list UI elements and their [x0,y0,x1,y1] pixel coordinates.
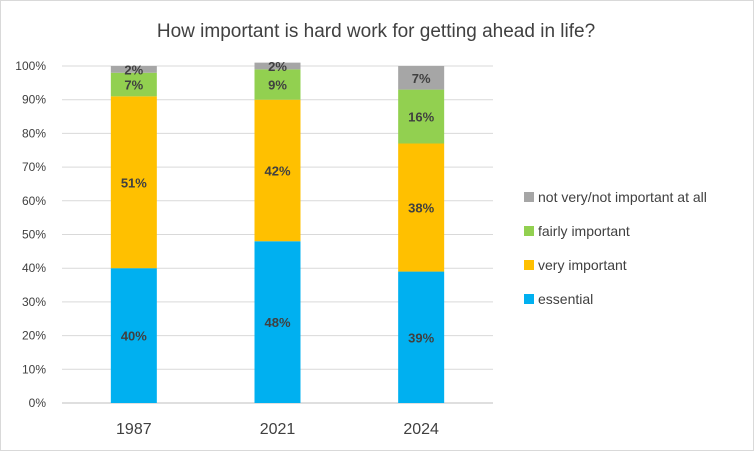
data-label: 42% [264,163,290,178]
bar-segment [110,96,157,269]
y-tick-label: 70% [22,160,46,174]
data-label: 16% [408,110,434,125]
y-tick-label: 10% [22,362,46,376]
bar-segment [254,241,301,403]
data-label: 7% [412,71,431,86]
bar-segment [398,143,445,272]
x-tick-label: 1987 [116,421,152,438]
y-tick-label: 100% [15,59,46,73]
bar-segment [398,271,445,403]
legend-swatch [524,260,534,270]
y-tick-label: 80% [22,126,46,140]
legend-swatch [524,226,534,236]
bar-segment [110,268,157,403]
bar-segment [398,89,445,144]
y-tick-label: 90% [22,93,46,107]
legend-swatch [524,192,534,202]
legend-label: not very/not important at all [538,189,707,205]
y-tick-label: 60% [22,194,46,208]
bar-segment [110,72,157,97]
y-tick-label: 50% [22,228,46,242]
x-axis: 1987 2021 2024 [116,421,439,438]
data-label: 7% [124,78,143,93]
x-tick-label: 2021 [260,421,296,438]
data-label: 9% [268,78,287,93]
y-tick-label: 20% [22,329,46,343]
bar-segment [110,66,157,73]
y-tick-label: 40% [22,261,46,275]
chart-title: How important is hard work for getting a… [157,21,595,42]
legend-label: fairly important [538,223,630,239]
legend-label: essential [538,291,593,307]
data-label: 2% [268,59,287,74]
bars: 40%51%7%2%48%42%9%2%39%38%16%7% [110,59,445,403]
data-label: 2% [124,62,143,77]
data-label: 51% [121,175,147,190]
data-label: 40% [121,329,147,344]
bar-segment [254,69,301,100]
bar-segment [398,66,445,90]
bar-segment [254,62,301,70]
y-tick-label: 30% [22,295,46,309]
legend-label: very important [538,257,627,273]
legend: not very/not important at all fairly impo… [524,189,707,307]
data-label: 48% [264,315,290,330]
y-axis: 0% 10% 20% 30% 40% 50% 60% 70% 80% 90% 100% [15,59,46,410]
bar-segment [254,99,301,242]
legend-swatch [524,294,534,304]
y-tick-label: 0% [29,396,47,410]
x-tick-label: 2024 [403,421,439,438]
data-label: 38% [408,201,434,216]
data-label: 39% [408,330,434,345]
